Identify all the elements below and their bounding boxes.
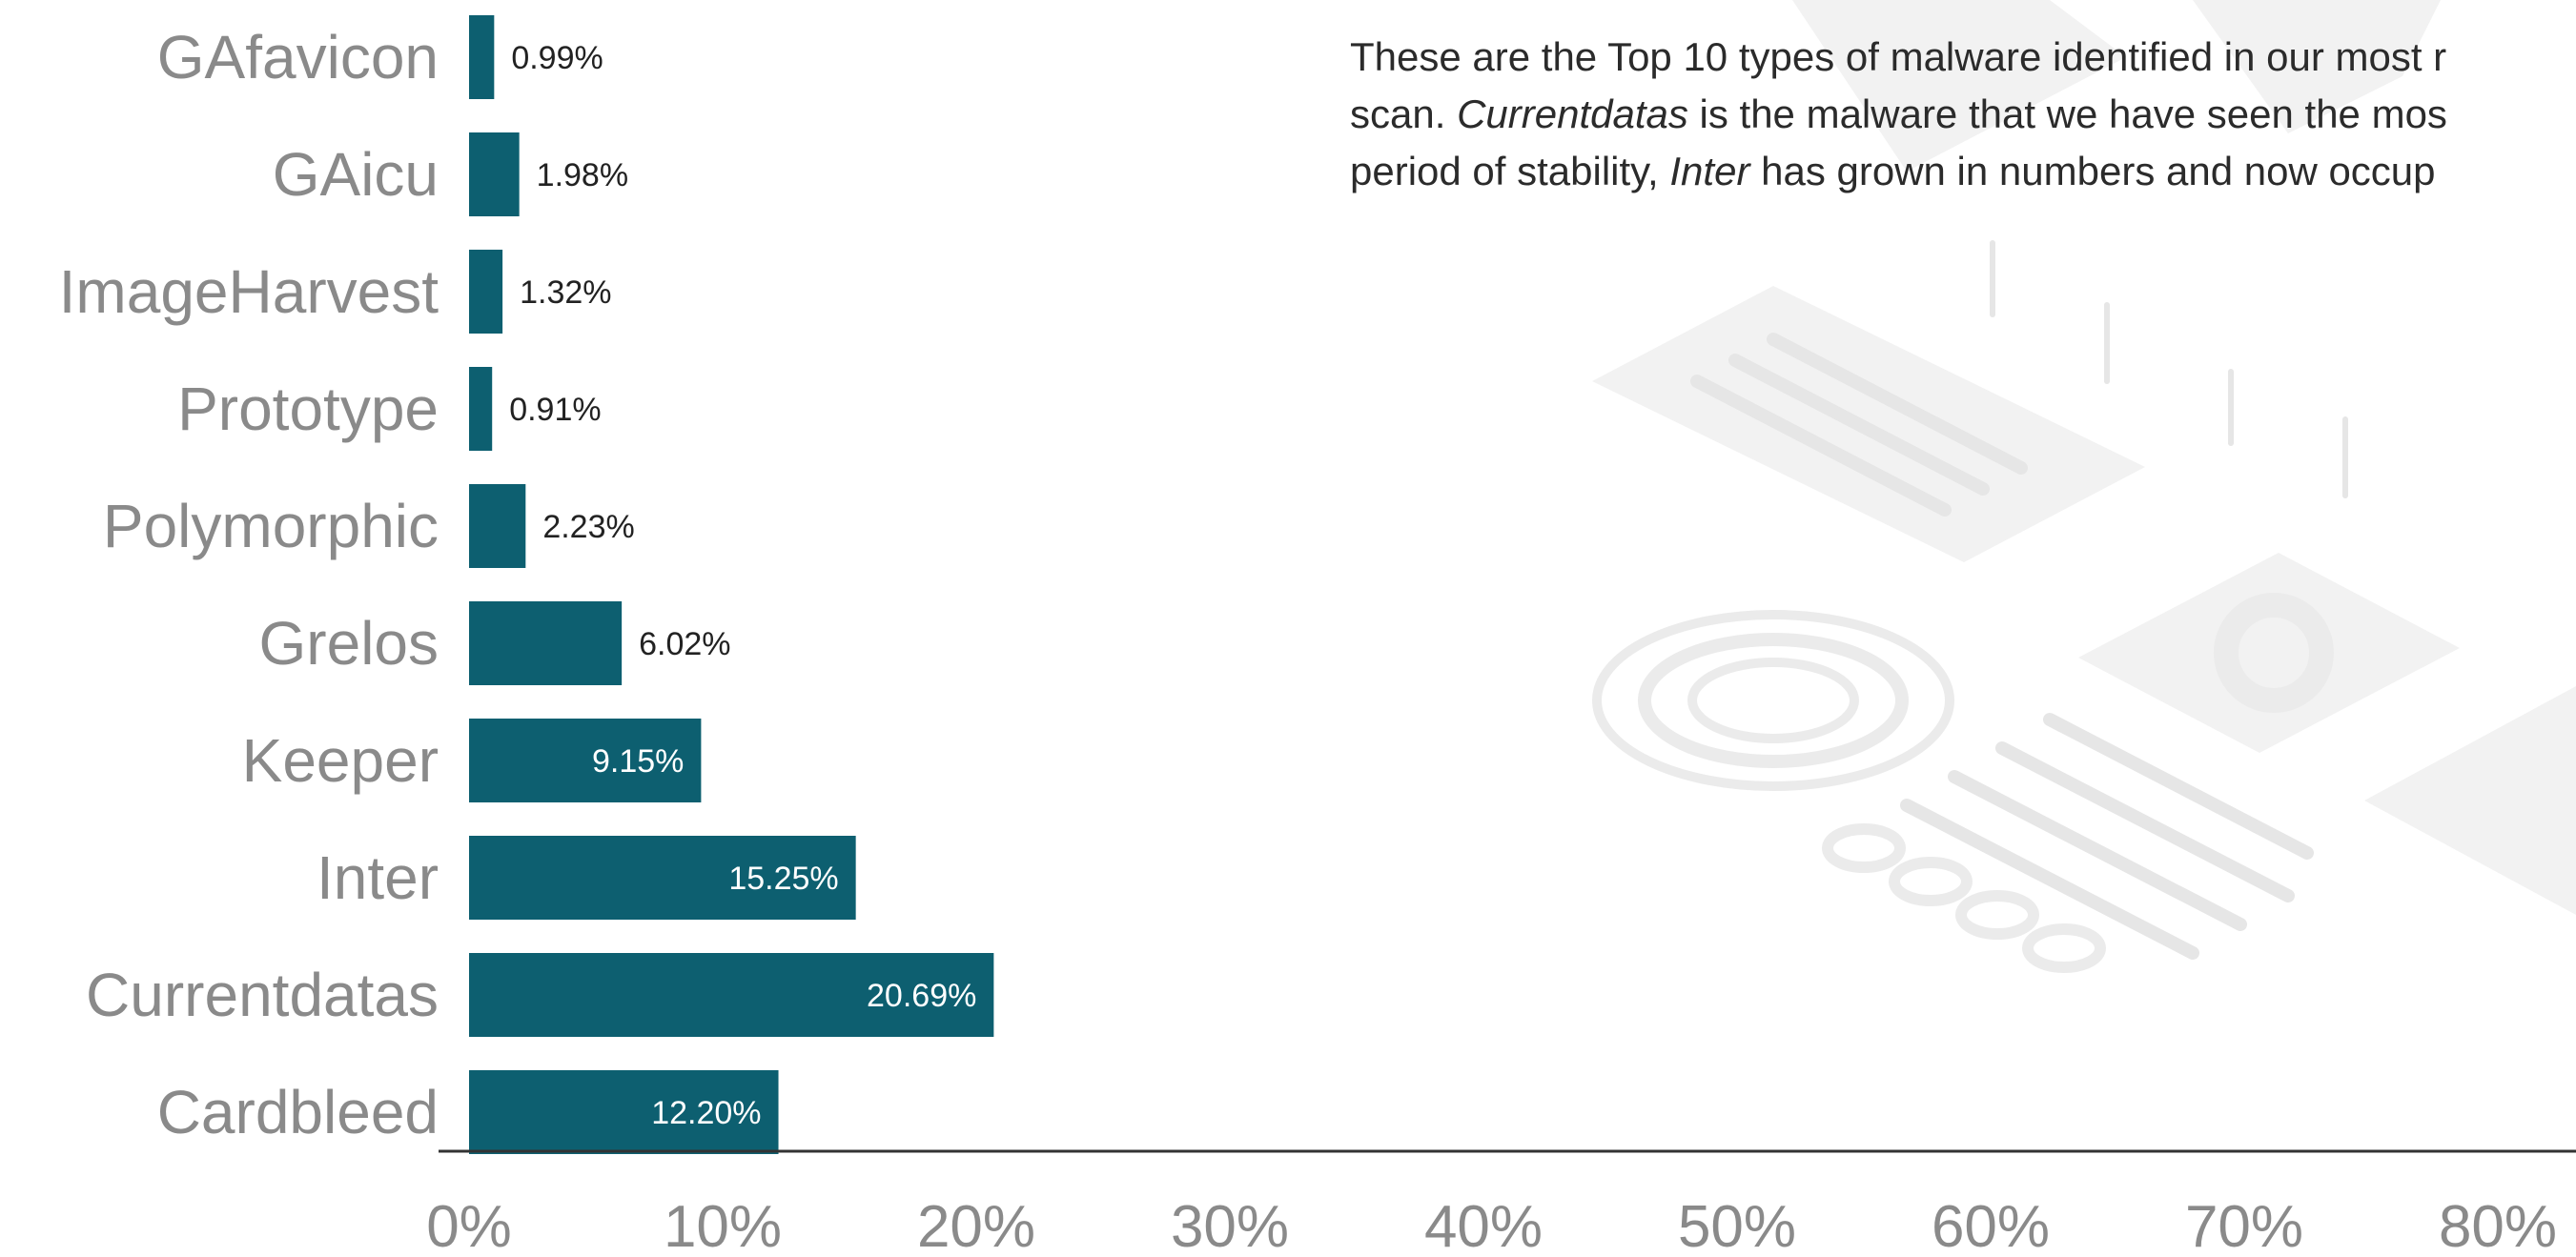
chart-wedge-shape <box>2364 686 2576 915</box>
category-labels-group: GAfavicon GAicu ImageHarvest Prototype Polym… <box>59 23 440 1146</box>
category-label: Currentdatas <box>86 961 439 1029</box>
list-line <box>1948 770 2247 931</box>
list-line <box>1900 799 2199 960</box>
x-tick-label: 0% <box>426 1194 512 1257</box>
dot-ring <box>1889 857 1973 906</box>
bar-gaicu <box>469 132 520 216</box>
description-line-3: period of stability, Inter has grown in … <box>1350 143 2576 200</box>
bar-keeper <box>469 719 702 802</box>
x-tick-label: 60% <box>1932 1194 2050 1257</box>
chart-description: These are the Top 10 types of malware id… <box>1350 29 2576 200</box>
category-label: Prototype <box>177 375 439 443</box>
list-line <box>2043 713 2314 860</box>
value-labels-group: 0.99% 1.98% 1.32% 0.91% 2.23% 6.02% 9.15% 15.25… <box>509 40 976 1131</box>
bar-cardbleed <box>469 1070 779 1154</box>
category-label: Grelos <box>259 609 440 678</box>
value-label: 1.98% <box>537 157 628 193</box>
x-tick-label: 40% <box>1424 1194 1543 1257</box>
value-label: 0.99% <box>511 40 603 76</box>
gear-icon <box>2214 593 2334 713</box>
category-label: ImageHarvest <box>59 257 440 326</box>
doc-line <box>1690 375 1952 517</box>
value-label: 6.02% <box>639 626 730 662</box>
x-tick-label: 50% <box>1678 1194 1796 1257</box>
bar-inter <box>469 836 856 920</box>
x-tick-label: 70% <box>2185 1194 2303 1257</box>
category-label: Cardbleed <box>157 1078 439 1146</box>
category-label: Inter <box>317 843 439 912</box>
malware-name-emphasis: Inter <box>1669 149 1750 193</box>
dot-ring <box>2022 923 2106 973</box>
bar-grelos <box>469 601 623 685</box>
category-label: GAfavicon <box>157 23 439 91</box>
value-label: 0.91% <box>509 392 601 428</box>
description-text: These are the Top 10 types of malware id… <box>1350 34 2447 79</box>
dot-ring <box>1822 823 1906 873</box>
x-tick-labels-group: 0% 10% 20% 30% 40% 50% 60% 70% 80% <box>426 1194 2557 1257</box>
category-label: Polymorphic <box>103 492 439 560</box>
top-card-shape <box>1792 0 2126 172</box>
target-ring-outer <box>1592 610 1954 791</box>
list-line <box>1995 741 2295 902</box>
description-line-2: scan. Currentdatas is the malware that w… <box>1350 86 2576 143</box>
bar-polymorphic <box>469 484 526 568</box>
x-tick-label: 10% <box>664 1194 782 1257</box>
value-label: 15.25% <box>728 861 838 897</box>
value-label: 1.32% <box>520 274 611 311</box>
description-text: period of stability, <box>1350 149 1670 193</box>
gear-tile-shape <box>2078 553 2460 753</box>
x-tick-label: 80% <box>2439 1194 2557 1257</box>
value-label: 9.15% <box>592 743 684 780</box>
x-tick-label: 20% <box>917 1194 1035 1257</box>
value-label: 12.20% <box>651 1095 761 1131</box>
top-card-shape-2 <box>2193 0 2441 133</box>
category-label: GAicu <box>273 140 439 209</box>
description-text: is the malware that we have seen the mos <box>1687 91 2447 136</box>
x-tick-label: 30% <box>1171 1194 1289 1257</box>
description-line-1: These are the Top 10 types of malware id… <box>1350 29 2576 86</box>
description-text: scan. <box>1350 91 1458 136</box>
doc-line <box>1767 333 2028 475</box>
value-label: 2.23% <box>542 509 634 545</box>
bar-prototype <box>469 367 493 451</box>
doc-line <box>1728 354 1990 496</box>
target-ring-inner <box>1687 658 1859 743</box>
bar-currentdatas <box>469 953 994 1037</box>
category-label: Keeper <box>242 726 439 795</box>
bars-group <box>469 15 994 1154</box>
bar-gafavicon <box>469 15 495 99</box>
bar-imageharvest <box>469 250 503 334</box>
dot-ring <box>1955 890 2039 940</box>
value-label: 20.69% <box>867 978 976 1014</box>
description-text: has grown in numbers and now occup <box>1749 149 2436 193</box>
target-ring-mid <box>1638 633 1909 768</box>
malware-name-emphasis: Currentdatas <box>1457 91 1688 136</box>
